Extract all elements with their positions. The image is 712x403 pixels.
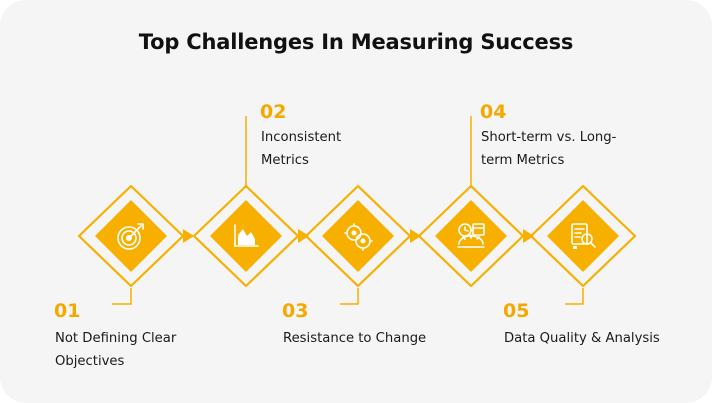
step-number-01: 01	[54, 300, 81, 322]
step-label-02-line1: Inconsistent	[261, 130, 342, 145]
diamond-outline-04	[417, 184, 525, 288]
step-number-02: 02	[260, 101, 287, 123]
step-label-02-line2: Metrics	[261, 153, 309, 168]
step-number-04: 04	[480, 101, 507, 123]
step-label-04: Short-term vs. Long- term Metrics	[481, 126, 616, 172]
step-label-03: Resistance to Change	[283, 327, 426, 350]
arrow-head-4	[523, 229, 534, 243]
connector-01	[112, 288, 132, 305]
gears-icon	[344, 223, 373, 251]
step-label-01-line1: Not Defining Clear	[55, 331, 177, 346]
step-label-04-line1: Short-term vs. Long-	[481, 130, 617, 145]
step-label-04-line2: term Metrics	[481, 153, 565, 168]
step-label-03-line1: Resistance to Change	[283, 331, 427, 346]
step-label-01: Not Defining Clear Objectives	[55, 327, 176, 373]
diamond-outline-03	[304, 184, 412, 288]
step-label-05-line1: Data Quality & Analysis	[504, 331, 660, 346]
arrow-head-3	[410, 229, 421, 243]
diamond-outline-02	[192, 184, 300, 288]
step-number-05: 05	[503, 300, 530, 322]
connector-05	[565, 288, 584, 305]
arrow-head-1	[183, 229, 194, 243]
diamond-outline-05	[529, 184, 637, 288]
step-label-01-line2: Objectives	[55, 354, 125, 369]
diamond-outline-01	[77, 184, 185, 288]
chart-icon	[234, 224, 259, 247]
step-label-02: Inconsistent Metrics	[261, 126, 341, 172]
step-number-03: 03	[282, 300, 309, 322]
target-icon	[117, 223, 144, 250]
connector-03	[340, 288, 359, 305]
page-title: Top Challenges In Measuring Success	[138, 30, 574, 54]
step-label-05: Data Quality & Analysis	[504, 327, 660, 350]
clock-calendar-icon	[457, 223, 485, 248]
arrow-head-2	[298, 229, 309, 243]
report-icon	[571, 223, 596, 249]
